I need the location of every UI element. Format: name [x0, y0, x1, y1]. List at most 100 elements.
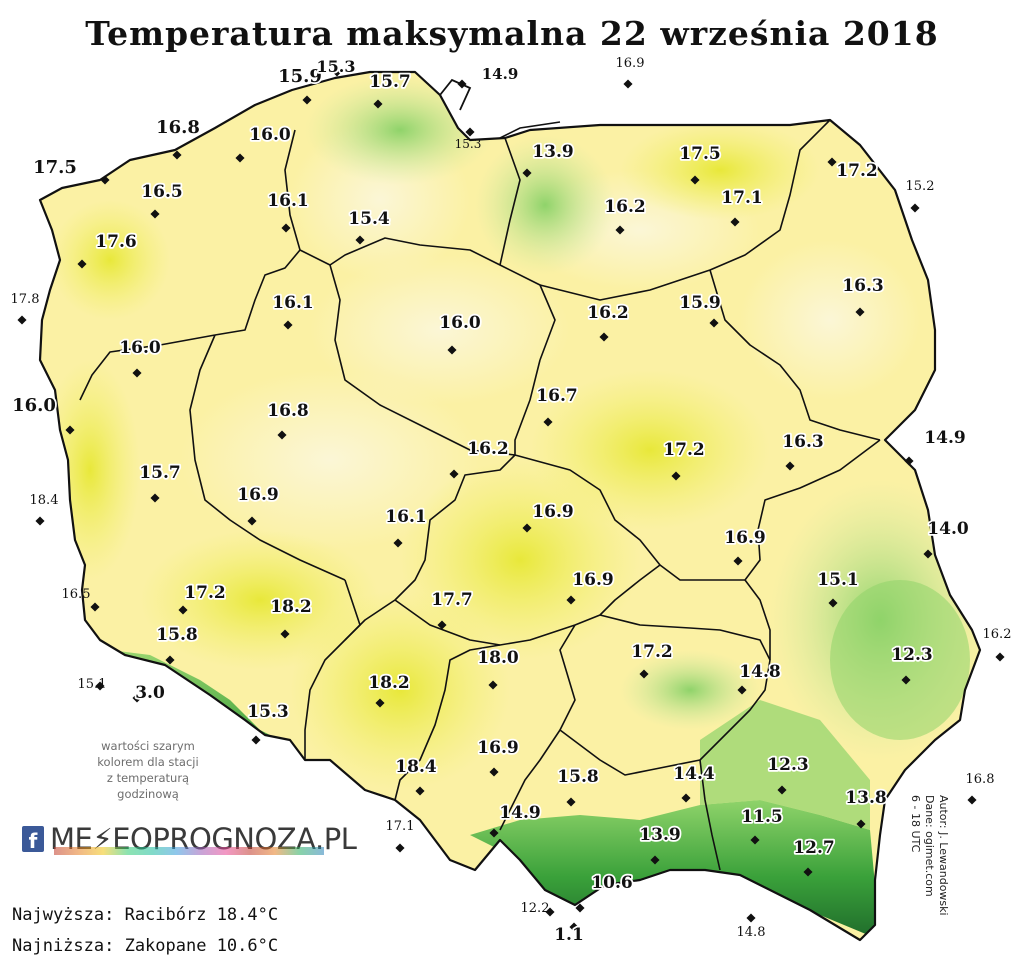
map-title: Temperatura maksymalna 22 września 2018: [85, 14, 939, 53]
station: 16.5: [140, 180, 184, 219]
station-temperature-label: 3.0: [135, 683, 165, 703]
station-marker: [465, 127, 475, 137]
station-marker: [35, 516, 45, 526]
station: 16.0: [235, 123, 293, 163]
station-temperature-label: 18.4: [30, 493, 59, 508]
station-temperature-label: 15.3: [247, 702, 288, 722]
country-border: [38, 70, 982, 942]
station-temperature-label: 16.1: [267, 191, 308, 211]
province-border: [599, 564, 661, 616]
station-marker: [623, 79, 633, 89]
temperature-zone: [740, 240, 920, 400]
station: 17.1: [386, 819, 415, 853]
station: 17.2: [662, 438, 706, 481]
station: 16.8: [966, 772, 994, 805]
station-temperature-label: 12.3: [767, 755, 808, 775]
station-marker: [746, 913, 756, 923]
station-marker: [856, 819, 866, 829]
station: 15.9: [678, 291, 722, 328]
temperature-zone: [240, 754, 260, 766]
station: 16.3: [841, 274, 885, 317]
station: 12.3: [890, 643, 934, 685]
station-marker: [545, 907, 555, 917]
station-marker: [132, 368, 142, 378]
province-border: [394, 644, 501, 801]
lowest-temperature: Najniższa: Zakopane 10.6°C: [12, 936, 279, 956]
station: 3.0: [132, 681, 167, 705]
station-temperature-label: 16.9: [572, 570, 613, 590]
station: 12.2: [521, 901, 555, 917]
station-temperature-label: 17.5: [679, 144, 720, 164]
station-temperature-label: 14.9: [482, 65, 519, 83]
station: 16.0: [10, 393, 75, 435]
station-marker: [150, 209, 160, 219]
station: 16.1: [384, 505, 428, 548]
station-temperature-label: 16.0: [249, 125, 291, 145]
station-temperature-label: 17.2: [631, 642, 672, 662]
station-temperature-label: 17.1: [386, 819, 415, 834]
station-marker: [375, 698, 385, 708]
station-marker: [995, 652, 1005, 662]
station-temperature-label: 18.0: [477, 648, 519, 668]
station: 17.6: [77, 230, 138, 269]
province-border: [514, 439, 881, 581]
station: 14.8: [737, 913, 765, 940]
station-marker: [967, 795, 977, 805]
station-marker: [17, 315, 27, 325]
station: 15.7: [368, 70, 412, 109]
station-marker: [457, 79, 467, 89]
station: 10.6: [575, 871, 634, 913]
station: 16.9: [236, 483, 280, 526]
station-marker: [575, 903, 585, 913]
station-temperature-label: 14.0: [927, 519, 969, 539]
province-border: [709, 269, 881, 441]
station-temperature-label: 16.9: [724, 528, 765, 548]
note-line-2: kolorem dla stacji: [97, 755, 199, 769]
province-border: [329, 237, 556, 361]
province-border: [499, 729, 561, 831]
station: 16.7: [535, 384, 579, 427]
station-marker: [639, 669, 649, 679]
station-temperature-label: 14.9: [499, 803, 540, 823]
station: 15.1: [78, 677, 107, 692]
station-temperature-label: 16.5: [141, 182, 182, 202]
station-marker: [566, 797, 576, 807]
station-temperature-label: 16.8: [156, 117, 200, 138]
station-temperature-label: 16.8: [267, 401, 308, 421]
station: 16.0: [118, 336, 163, 378]
facebook-icon[interactable]: f: [22, 826, 44, 853]
station-temperature-label: 16.2: [604, 197, 645, 217]
province-border: [559, 624, 771, 776]
station-temperature-label: 16.1: [385, 507, 426, 527]
province-border: [699, 759, 721, 871]
station: 16.2: [603, 195, 647, 235]
highest-temperature: Najwyższa: Racibórz 18.4°C: [12, 905, 279, 925]
station: 17.2: [178, 581, 227, 615]
station: 15.3: [246, 700, 290, 745]
station-temperature-label: 15.3: [317, 57, 356, 76]
station: 18.4: [30, 493, 59, 526]
province-border: [284, 129, 331, 266]
station: 17.5: [31, 155, 110, 185]
station-marker: [488, 680, 498, 690]
station-marker: [522, 523, 532, 533]
station-temperature-label: 15.4: [348, 209, 390, 229]
station-marker: [415, 786, 425, 796]
station-temperature-label: 16.3: [842, 276, 883, 296]
station: 18.4: [394, 755, 439, 796]
province-border: [304, 579, 361, 760]
province-border: [79, 334, 216, 401]
station: 14.9: [904, 426, 967, 466]
station-temperature-label: 17.2: [184, 583, 225, 603]
station-marker: [373, 99, 383, 109]
station-temperature-label: 16.9: [532, 502, 573, 522]
station-temperature-label: 17.6: [95, 232, 136, 252]
station-temperature-label: 17.8: [11, 292, 40, 307]
station-temperature-label: 18.2: [270, 597, 311, 617]
station-temperature-label: 12.2: [521, 901, 550, 916]
station-temperature-label: 11.5: [741, 807, 782, 827]
station-marker: [750, 835, 760, 845]
temperature-zone: [475, 135, 615, 275]
station-temperature-label: 16.5: [62, 587, 91, 602]
